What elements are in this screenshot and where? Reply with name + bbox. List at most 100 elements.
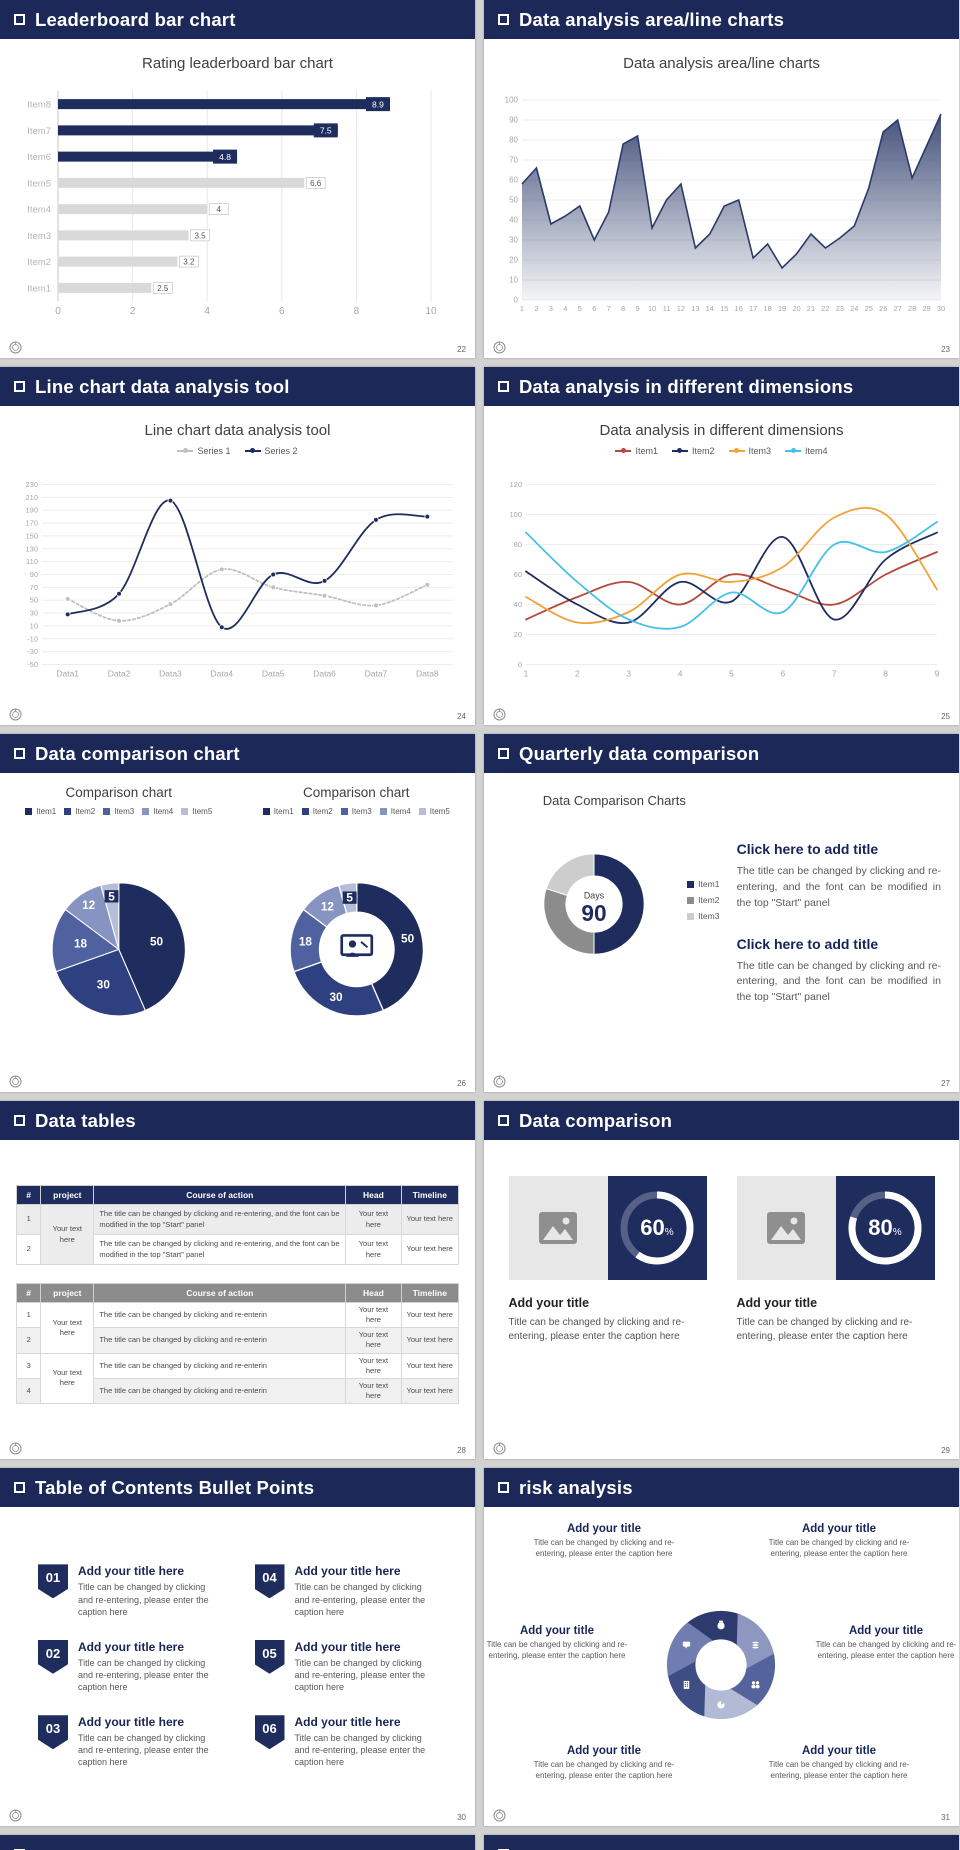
table-cell: Your text here xyxy=(345,1352,402,1379)
table-cell: The title can be changed by clicking and… xyxy=(93,1301,347,1329)
svg-text:90: 90 xyxy=(30,570,38,579)
number-badge: 02 xyxy=(38,1639,68,1674)
item-title: Add your title here xyxy=(78,1715,185,1730)
table-cell: Your text here xyxy=(345,1327,402,1354)
svg-text:50: 50 xyxy=(401,932,415,946)
svg-text:Item2: Item2 xyxy=(27,257,51,268)
table-cell: The title can be changed by clicking and… xyxy=(93,1327,347,1354)
card-caption: Title can be changed by clicking and re-… xyxy=(508,1317,685,1342)
area-chart: 0 10 20 30 40 50 60 70 80 90 100 1 2 3 4 5 6 7 8 9 10 11 12 13 1… xyxy=(494,76,949,334)
legend-item: Item5 xyxy=(181,807,212,816)
chart-legend: Item1 Item2 Item3 Item4 Item5 xyxy=(0,807,238,816)
block-body: The title can be changed by clicking and… xyxy=(736,959,941,1004)
legend-item: Item2 xyxy=(301,807,333,816)
slide-area-line-charts[interactable]: Data analysis area/line charts Data anal… xyxy=(484,0,959,358)
slide-partial-right[interactable] xyxy=(484,1835,959,1850)
svg-text:0: 0 xyxy=(514,296,519,305)
chart-svg: 0 20 40 60 80 100 120 1 2 3 4 5 6 7 8 9 xyxy=(509,480,939,679)
pie-chart: 50 30 18 12 5 xyxy=(6,818,232,1070)
number-badge: 03 xyxy=(38,1715,68,1750)
risk-wheel-svg xyxy=(666,1610,776,1720)
slide-quarterly-comparison[interactable]: Quarterly data comparison Data Compariso… xyxy=(484,734,959,1092)
svg-text:70: 70 xyxy=(30,583,38,592)
svg-text:-50: -50 xyxy=(27,660,38,669)
svg-text:5: 5 xyxy=(108,889,115,903)
svg-text:4: 4 xyxy=(216,205,221,214)
svg-text:10: 10 xyxy=(30,621,38,630)
toc-item: 04 Add your title here Title can be change… xyxy=(254,1564,438,1617)
svg-text:190: 190 xyxy=(25,506,38,515)
data-table: # project Course of action Head Timeline 1 You… xyxy=(15,1185,460,1265)
data-table: # project Course of action Head Timeline 1 You… xyxy=(15,1283,460,1405)
svg-text:4: 4 xyxy=(204,306,210,317)
risk-text-block: Add your title Title can be changed by cl… xyxy=(755,1523,923,1560)
item-title: Add your title xyxy=(566,1523,642,1535)
slide-risk-analysis[interactable]: risk analysis Add your title Title can be… xyxy=(484,1468,959,1826)
svg-text:Item3: Item3 xyxy=(27,231,51,242)
svg-text:11: 11 xyxy=(663,304,671,313)
legend-marker xyxy=(687,896,695,904)
svg-text:Data5: Data5 xyxy=(262,669,285,679)
chart-title: Data analysis in different dimensions xyxy=(599,422,844,439)
svg-text:4: 4 xyxy=(678,669,683,679)
item-title: Add your title here xyxy=(294,1639,401,1654)
svg-text:18: 18 xyxy=(298,934,312,948)
svg-text:70: 70 xyxy=(509,156,518,165)
svg-text:100: 100 xyxy=(509,510,522,519)
slide-header xyxy=(0,1835,475,1850)
toc-item: 01 Add your title here Title can be change… xyxy=(38,1564,221,1617)
svg-text:100: 100 xyxy=(505,96,519,105)
slide-data-tables[interactable]: Data tables # project Course of action Head… xyxy=(0,1101,475,1459)
svg-text:30: 30 xyxy=(509,236,518,245)
table-cell: Your text here xyxy=(400,1327,460,1354)
table-cell: Your text here xyxy=(400,1352,460,1379)
svg-text:4.8: 4.8 xyxy=(219,152,231,162)
risk-wheel-diagram xyxy=(647,1591,795,1739)
table-cell: Your text here xyxy=(345,1301,402,1329)
svg-text:110: 110 xyxy=(26,557,38,566)
slide-partial-left[interactable] xyxy=(0,1835,475,1850)
svg-text:0: 0 xyxy=(518,660,522,669)
slide-leaderboard-bar-chart[interactable]: Leaderboard bar chart Rating leaderboard… xyxy=(0,0,475,358)
slide-line-chart-tool[interactable]: Line chart data analysis tool Line chart… xyxy=(0,367,475,725)
svg-text:28: 28 xyxy=(908,304,916,313)
item-caption: Title can be changed by clicking and re-… xyxy=(294,1733,426,1768)
slide-toc-bullets[interactable]: Table of Contents Bullet Points 01 Add yo… xyxy=(0,1468,475,1826)
svg-text:13: 13 xyxy=(691,304,699,313)
svg-text:2: 2 xyxy=(575,669,580,679)
item-caption: Title can be changed by clicking and re-… xyxy=(815,1640,957,1660)
slide-header: Data comparison xyxy=(484,1101,959,1140)
risk-text-block: Add your title Title can be changed by cl… xyxy=(755,1745,923,1782)
slide-data-comparison-chart[interactable]: Data comparison chart Comparison chart I… xyxy=(0,734,475,1092)
table-cell: The title can be changed by clicking and… xyxy=(93,1234,347,1265)
svg-text:30: 30 xyxy=(30,609,38,618)
legend-marker xyxy=(177,448,194,454)
table-cell: 3 xyxy=(15,1352,42,1379)
svg-text:3: 3 xyxy=(549,304,553,313)
legend-item: Item3 xyxy=(728,446,771,456)
legend-item: Item2 xyxy=(64,807,95,816)
svg-text:80%: 80% xyxy=(868,1215,901,1240)
svg-text:50: 50 xyxy=(509,196,518,205)
svg-text:6: 6 xyxy=(781,669,786,679)
legend-item: Series 2 xyxy=(244,446,298,456)
svg-text:Item8: Item8 xyxy=(27,100,51,111)
table-cell: 1 xyxy=(15,1204,42,1235)
legend-marker xyxy=(418,808,426,815)
column-header: Head xyxy=(345,1283,402,1303)
table-cell: 2 xyxy=(15,1327,42,1354)
table-row: 1 Your text here The title can be changed … xyxy=(15,1301,460,1354)
svg-text:6.6: 6.6 xyxy=(310,179,322,188)
legend-marker xyxy=(340,808,348,815)
legend-item: Item4 xyxy=(379,807,411,816)
svg-text:0: 0 xyxy=(55,306,61,317)
column-header: # xyxy=(15,1283,42,1303)
svg-text:20: 20 xyxy=(509,256,518,265)
slide-dimensions-lines[interactable]: Data analysis in different dimensions Da… xyxy=(484,367,959,725)
slide-data-comparison-gauges[interactable]: Data comparison 60% Add your title Title… xyxy=(484,1101,959,1459)
item-caption: Title can be changed by clicking and re-… xyxy=(294,1657,426,1693)
svg-text:10: 10 xyxy=(425,306,437,317)
table-cell: Your text here xyxy=(345,1204,402,1235)
risk-text-block: Add your title Title can be changed by cl… xyxy=(815,1625,957,1662)
